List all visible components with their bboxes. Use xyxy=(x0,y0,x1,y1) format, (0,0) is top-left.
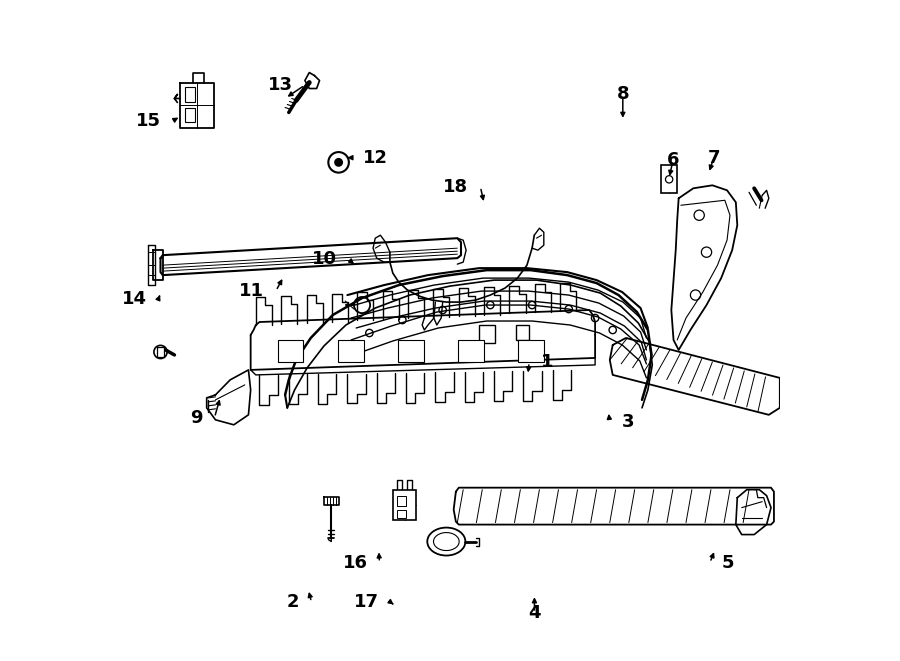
Text: 5: 5 xyxy=(722,554,734,572)
FancyBboxPatch shape xyxy=(518,340,544,362)
FancyBboxPatch shape xyxy=(458,340,483,362)
Text: 8: 8 xyxy=(616,85,629,103)
Text: 11: 11 xyxy=(239,282,264,300)
FancyBboxPatch shape xyxy=(392,490,417,520)
Text: 15: 15 xyxy=(136,112,161,130)
FancyBboxPatch shape xyxy=(398,340,424,362)
Text: 17: 17 xyxy=(354,594,379,611)
FancyBboxPatch shape xyxy=(480,325,495,343)
Text: 10: 10 xyxy=(311,251,337,268)
FancyBboxPatch shape xyxy=(184,108,195,122)
Text: 2: 2 xyxy=(287,594,300,611)
Text: 6: 6 xyxy=(667,151,680,169)
Text: 13: 13 xyxy=(268,76,293,94)
Text: 9: 9 xyxy=(190,408,203,426)
FancyBboxPatch shape xyxy=(397,496,406,506)
FancyBboxPatch shape xyxy=(397,510,406,518)
FancyBboxPatch shape xyxy=(338,340,364,362)
Text: 1: 1 xyxy=(541,353,554,371)
FancyBboxPatch shape xyxy=(184,87,195,102)
Text: 12: 12 xyxy=(363,149,388,167)
FancyBboxPatch shape xyxy=(278,340,303,362)
FancyBboxPatch shape xyxy=(516,325,529,340)
FancyBboxPatch shape xyxy=(662,165,677,193)
Text: 14: 14 xyxy=(122,290,147,308)
Text: 18: 18 xyxy=(444,178,469,196)
Text: 7: 7 xyxy=(707,149,720,167)
Text: 3: 3 xyxy=(622,412,634,430)
Circle shape xyxy=(335,159,342,166)
Text: 16: 16 xyxy=(343,554,367,572)
Text: 4: 4 xyxy=(528,603,541,622)
